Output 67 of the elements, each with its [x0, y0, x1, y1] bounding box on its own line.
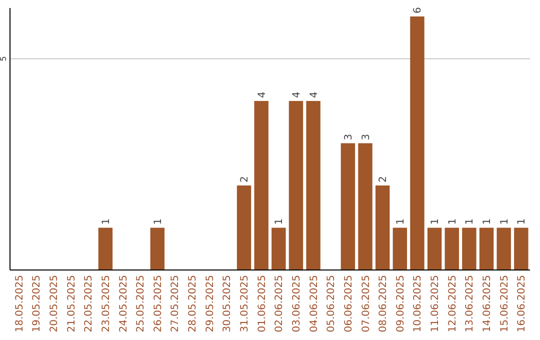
x-tick-label: 12.06.2025 — [447, 275, 458, 332]
data-label: 2 — [378, 176, 390, 182]
x-tick-label: 01.06.2025 — [256, 275, 268, 332]
bar — [254, 100, 268, 270]
data-label: 1 — [482, 218, 494, 225]
bar — [479, 228, 494, 270]
bar — [306, 100, 320, 270]
bar — [358, 143, 372, 270]
bar — [150, 228, 165, 270]
x-tick-label: 09.06.2025 — [395, 275, 406, 332]
data-label: 2 — [240, 176, 251, 182]
bar — [236, 185, 252, 270]
bar — [514, 228, 528, 270]
x-tick-label: 21.05.2025 — [66, 275, 78, 332]
bar — [496, 228, 511, 270]
x-tick-label: 16.06.2025 — [516, 275, 528, 332]
bar — [288, 100, 304, 270]
bar — [392, 228, 408, 270]
data-label: 3 — [343, 134, 354, 140]
data-label: 1 — [516, 218, 528, 225]
x-tick-label: 24.05.2025 — [118, 275, 130, 332]
bar — [375, 185, 390, 270]
x-tick-label: 20.05.2025 — [48, 275, 60, 332]
x-tick-label: 27.05.2025 — [170, 275, 182, 332]
bar — [427, 228, 442, 270]
bar — [444, 228, 459, 270]
x-tick-label: 03.06.2025 — [291, 275, 302, 332]
data-label: 1 — [447, 218, 458, 225]
x-tick-label: 29.05.2025 — [204, 275, 216, 332]
data-label: 1 — [430, 218, 442, 225]
x-tick-label: 28.05.2025 — [188, 275, 199, 332]
data-label: 1 — [152, 218, 164, 225]
y-tick-label: 5 — [0, 56, 8, 62]
data-label: 4 — [291, 92, 302, 98]
data-label: 1 — [395, 218, 406, 225]
bar — [462, 228, 476, 270]
x-tick-label: 02.06.2025 — [274, 275, 286, 332]
x-tick-label: 31.05.2025 — [240, 275, 251, 332]
x-tick-label: 30.05.2025 — [222, 275, 234, 332]
x-tick-label: 23.05.2025 — [100, 275, 112, 332]
bar — [272, 228, 286, 270]
x-tick-label: 07.06.2025 — [360, 275, 372, 332]
x-tick-label: 15.06.2025 — [499, 275, 510, 332]
data-label: 6 — [412, 7, 424, 14]
x-tick-label: 10.06.2025 — [412, 275, 424, 332]
data-label: 1 — [499, 218, 510, 225]
data-label: 3 — [360, 134, 372, 140]
data-label: 1 — [100, 218, 112, 225]
x-tick-label: 04.06.2025 — [308, 275, 320, 332]
x-tick-label: 18.05.2025 — [14, 275, 26, 332]
bar — [410, 16, 424, 270]
data-label: 1 — [274, 218, 286, 225]
bar — [98, 228, 113, 270]
data-label: 4 — [256, 92, 268, 98]
x-tick-label: 14.06.2025 — [482, 275, 494, 332]
data-label: 4 — [308, 92, 320, 98]
x-tick-label: 08.06.2025 — [378, 275, 390, 332]
x-tick-label: 26.05.2025 — [152, 275, 164, 332]
bar — [340, 143, 356, 270]
x-tick-label: 22.05.2025 — [84, 275, 95, 332]
x-tick-label: 25.05.2025 — [136, 275, 147, 332]
data-label: 1 — [464, 218, 476, 225]
x-tick-label: 13.06.2025 — [464, 275, 476, 332]
x-tick-label: 19.05.2025 — [32, 275, 43, 332]
x-tick-label: 11.06.2025 — [430, 275, 442, 332]
x-tick-label: 06.06.2025 — [343, 275, 354, 332]
x-tick-label: 05.06.2025 — [326, 275, 338, 332]
